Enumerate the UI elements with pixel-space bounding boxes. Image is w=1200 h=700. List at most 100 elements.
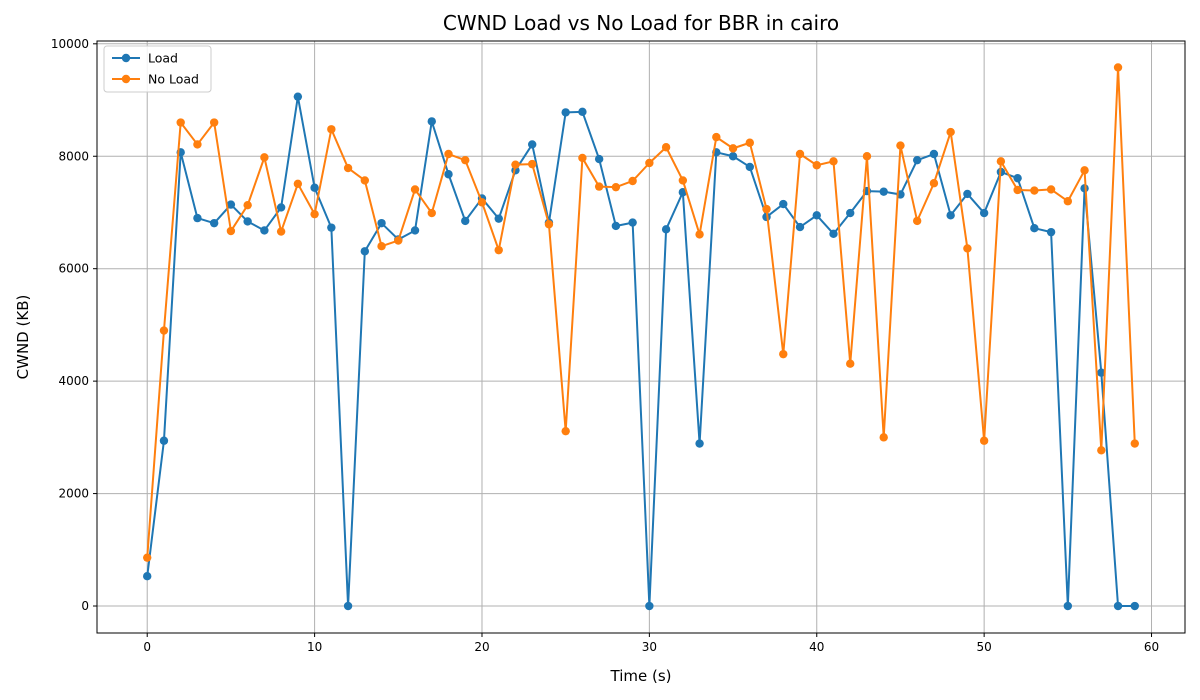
data-point bbox=[1030, 224, 1039, 233]
data-point bbox=[628, 218, 637, 227]
data-point bbox=[293, 92, 303, 101]
x-tick-label: 0 bbox=[143, 640, 151, 654]
data-point bbox=[745, 138, 754, 147]
data-point bbox=[762, 204, 771, 214]
data-point bbox=[410, 185, 420, 194]
data-point bbox=[1063, 601, 1073, 611]
data-point bbox=[846, 359, 855, 368]
data-point bbox=[293, 179, 303, 188]
data-point bbox=[578, 153, 587, 163]
data-point bbox=[896, 141, 905, 150]
data-point bbox=[678, 176, 688, 185]
data-point bbox=[996, 157, 1006, 166]
data-point bbox=[1030, 186, 1039, 195]
data-point bbox=[611, 182, 621, 192]
legend-marker bbox=[121, 74, 131, 84]
data-point bbox=[946, 211, 955, 220]
data-point bbox=[461, 155, 470, 165]
data-point bbox=[979, 436, 989, 445]
data-point bbox=[1130, 439, 1139, 448]
data-point bbox=[143, 572, 152, 581]
data-point bbox=[1097, 368, 1106, 377]
data-point bbox=[260, 226, 269, 235]
data-point bbox=[494, 214, 503, 223]
data-point bbox=[912, 155, 922, 165]
series-line bbox=[146, 95, 1135, 608]
data-point bbox=[327, 223, 336, 232]
legend-marker bbox=[121, 53, 131, 63]
data-point bbox=[1130, 601, 1139, 611]
data-point bbox=[209, 118, 219, 127]
data-point bbox=[695, 439, 704, 448]
data-point bbox=[427, 117, 436, 126]
x-tick-label: 20 bbox=[474, 640, 489, 654]
data-point bbox=[846, 208, 855, 218]
data-point bbox=[695, 230, 704, 239]
x-tick-label: 40 bbox=[809, 640, 824, 654]
data-point bbox=[193, 140, 202, 149]
y-tick-label: 2000 bbox=[58, 487, 89, 501]
data-point bbox=[1046, 185, 1056, 194]
y-tick-label: 10000 bbox=[51, 37, 89, 51]
y-tick-label: 8000 bbox=[58, 149, 89, 163]
series-line bbox=[146, 66, 1136, 558]
data-point bbox=[360, 247, 370, 256]
legend-item: No Load bbox=[112, 72, 199, 87]
data-point bbox=[1013, 185, 1022, 195]
data-point bbox=[226, 200, 236, 209]
data-point bbox=[276, 203, 286, 212]
data-point bbox=[745, 162, 754, 172]
data-point bbox=[728, 144, 738, 153]
data-point bbox=[628, 176, 637, 186]
data-point bbox=[226, 226, 236, 236]
data-point bbox=[444, 170, 453, 179]
x-tick-label: 30 bbox=[642, 640, 657, 654]
data-point bbox=[963, 244, 972, 253]
data-point bbox=[979, 208, 989, 218]
data-point bbox=[1080, 166, 1089, 175]
data-point bbox=[310, 209, 319, 219]
legend-item: Load bbox=[112, 51, 178, 66]
data-point bbox=[159, 326, 169, 335]
y-tick-label: 0 bbox=[81, 599, 89, 613]
data-point bbox=[1013, 173, 1022, 183]
data-point bbox=[578, 107, 587, 117]
data-point bbox=[661, 143, 671, 152]
data-point bbox=[879, 433, 888, 442]
chart-title: CWND Load vs No Load for BBR in cairo bbox=[443, 11, 839, 35]
data-point bbox=[946, 127, 955, 137]
series-no-load bbox=[143, 63, 1139, 562]
data-point bbox=[528, 140, 537, 149]
data-point bbox=[862, 152, 872, 161]
data-point bbox=[1113, 63, 1123, 72]
data-point bbox=[1063, 197, 1073, 206]
legend: Load No Load bbox=[103, 45, 212, 93]
legend-label: Load bbox=[148, 51, 178, 66]
data-point bbox=[645, 158, 654, 168]
data-point bbox=[410, 226, 420, 235]
data-point bbox=[812, 161, 821, 170]
x-tick-label: 50 bbox=[976, 640, 991, 654]
data-point bbox=[193, 213, 202, 223]
data-point bbox=[795, 222, 805, 232]
data-point bbox=[176, 118, 185, 127]
data-point bbox=[594, 154, 604, 164]
data-point bbox=[795, 149, 805, 159]
data-point bbox=[1113, 601, 1123, 611]
data-point bbox=[544, 220, 554, 229]
data-point bbox=[561, 108, 570, 117]
data-point bbox=[394, 236, 403, 245]
data-point bbox=[779, 349, 788, 359]
data-point bbox=[310, 183, 319, 192]
x-tick-label: 10 bbox=[307, 640, 322, 654]
data-point bbox=[594, 182, 604, 191]
series-group bbox=[143, 63, 1139, 611]
data-point bbox=[360, 176, 370, 185]
data-point bbox=[728, 152, 738, 161]
y-axis-label: CWND (KB) bbox=[14, 295, 32, 380]
data-point bbox=[444, 149, 453, 159]
data-point bbox=[243, 200, 252, 210]
data-point bbox=[912, 216, 922, 226]
data-point bbox=[661, 225, 671, 234]
